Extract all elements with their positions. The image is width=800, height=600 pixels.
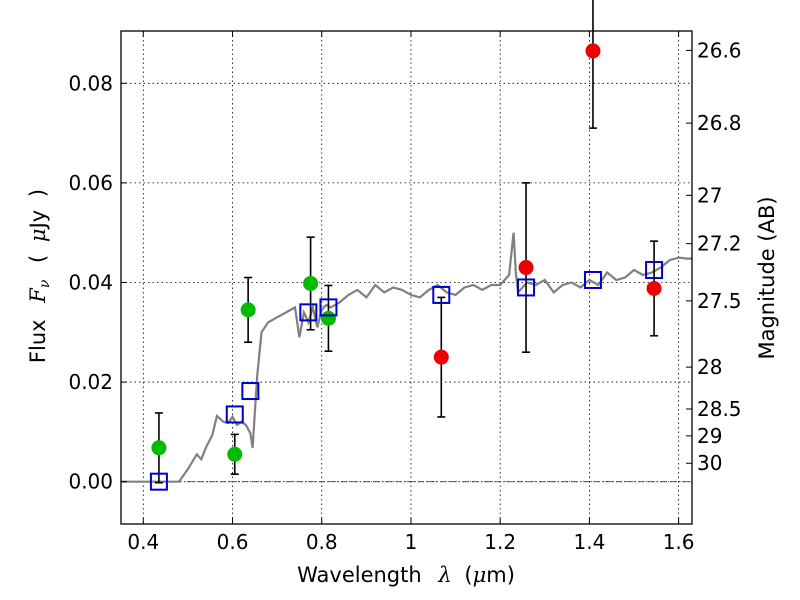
x-tick-label: 0.6 bbox=[217, 530, 249, 554]
red-circle-marker bbox=[433, 349, 449, 365]
green-circle-marker bbox=[151, 440, 167, 456]
y-tick-label: 0.04 bbox=[68, 270, 113, 294]
green-circle-marker bbox=[227, 446, 243, 462]
error-bars bbox=[154, 0, 659, 484]
x-tick-label: 1.6 bbox=[663, 530, 695, 554]
x-tick-label: 1.2 bbox=[484, 530, 516, 554]
magnitude-tick-label: 30 bbox=[697, 451, 722, 475]
red-circle-marker bbox=[518, 260, 534, 276]
plot-frame bbox=[120, 30, 693, 525]
grid-lines bbox=[121, 31, 692, 524]
x-axis-ticks: 0.4 0.6 0.8 1 1.2 1.4 1.6 bbox=[127, 31, 695, 554]
x-tick-label: 0.8 bbox=[306, 530, 338, 554]
magnitude-tick-label: 29 bbox=[697, 424, 722, 448]
magnitude-tick-label: 27.2 bbox=[697, 232, 742, 256]
model-spectrum-line bbox=[121, 232, 692, 483]
magnitude-tick-label: 26.6 bbox=[697, 38, 742, 62]
magnitude-tick-label: 27.5 bbox=[697, 289, 742, 313]
blue-square-marker bbox=[432, 285, 451, 304]
x-tick-label: 1.4 bbox=[573, 530, 605, 554]
magnitude-tick-label: 28.5 bbox=[697, 397, 742, 421]
blue-square-marker bbox=[645, 261, 664, 280]
magnitude-tick-label: 28 bbox=[697, 355, 722, 379]
y-axis-ticks: 0.00 0.02 0.04 0.06 0.08 bbox=[68, 71, 127, 494]
x-tick-label: 1 bbox=[405, 530, 418, 554]
x-axis-label: Wavelength λ (μm) bbox=[297, 563, 515, 587]
green-circle-marker bbox=[303, 275, 319, 291]
x-tick-label: 0.4 bbox=[127, 530, 159, 554]
red-circle-marker bbox=[646, 280, 662, 296]
green-circle-marker bbox=[240, 302, 256, 318]
blue-square-marker bbox=[241, 382, 260, 401]
green-circle-marker bbox=[320, 310, 336, 326]
y-tick-label: 0.02 bbox=[68, 370, 113, 394]
red-circle-marker bbox=[585, 43, 601, 59]
blue-square-marker bbox=[149, 472, 168, 491]
blue-square-marker bbox=[319, 298, 338, 317]
y-axis-label: Flux Fν ( μJy ) bbox=[26, 189, 54, 363]
blue-square-marker bbox=[299, 303, 318, 322]
magnitude-axis-ticks: 26.6 26.8 27 27.2 27.5 28 28.5 29 30 bbox=[686, 38, 742, 475]
y-tick-label: 0.06 bbox=[68, 171, 113, 195]
blue-square-marker bbox=[225, 405, 244, 424]
magnitude-tick-label: 27 bbox=[697, 183, 722, 207]
blue-square-marker bbox=[517, 278, 536, 297]
blue-square-marker bbox=[583, 270, 602, 289]
magnitude-tick-label: 26.8 bbox=[697, 111, 742, 135]
data-markers bbox=[149, 43, 664, 491]
magnitude-axis-label: Magnitude (AB) bbox=[755, 196, 779, 359]
y-tick-label: 0.00 bbox=[68, 470, 113, 494]
y-tick-label: 0.08 bbox=[68, 71, 113, 95]
